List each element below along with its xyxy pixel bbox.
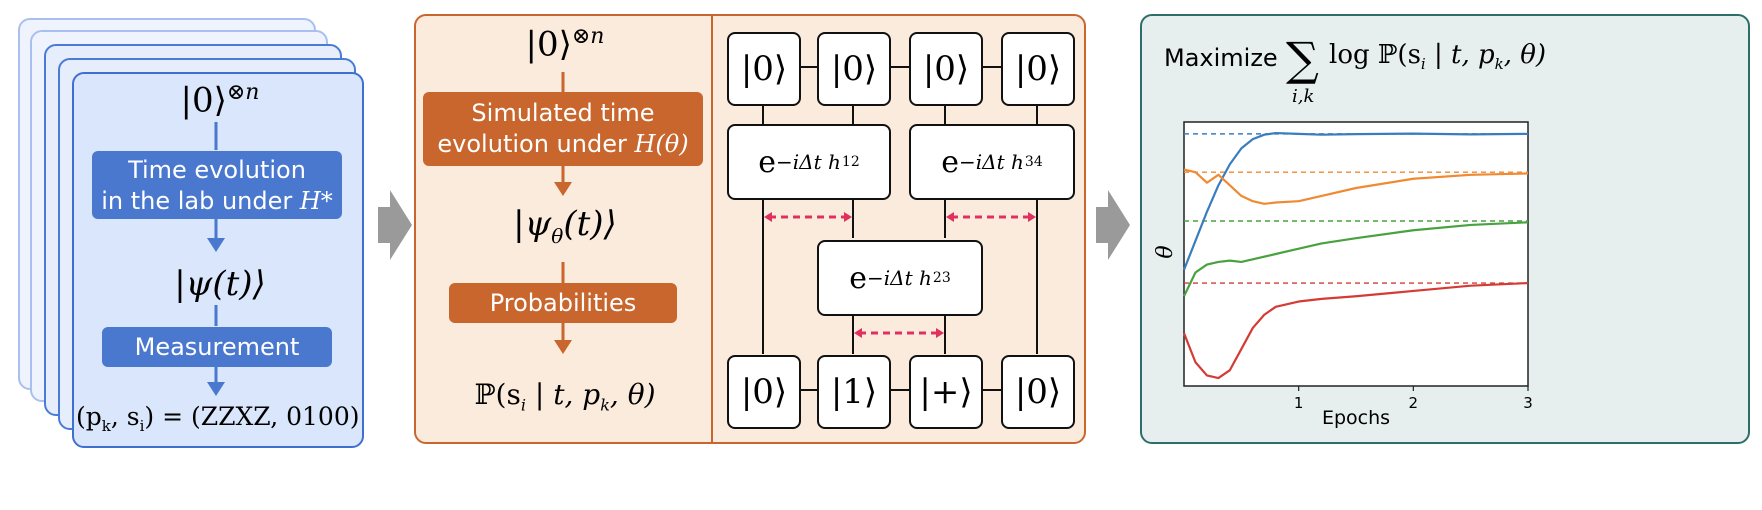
lab-arrows xyxy=(207,122,225,396)
x-axis-label: Epochs xyxy=(1322,407,1390,429)
y-axis-label: θ xyxy=(1153,245,1178,258)
simulation-divider xyxy=(711,16,713,442)
series-line-4 xyxy=(1182,281,1529,380)
unitary-gate-23: e −iΔt h 23 xyxy=(817,240,983,316)
bottom-ket-2: |1⟩ xyxy=(817,355,891,429)
lab-evolved-state: |ψ(t)⟩ xyxy=(174,264,266,304)
x-tick-label-1: 1 xyxy=(1294,394,1304,412)
coupling-links xyxy=(769,215,1031,335)
flow-arrow-1 xyxy=(378,190,412,260)
sim-probability-expr: ℙ(si | t, pk, θ) xyxy=(474,378,656,415)
bottom-ket-3: |+⟩ xyxy=(909,355,983,429)
sim-evolved-state: |ψθ(t)⟩ xyxy=(513,204,617,248)
top-ket-3: |0⟩ xyxy=(909,32,983,106)
unitary-gate-34: e −iΔt h 34 xyxy=(909,124,1075,200)
bottom-ket-4: |0⟩ xyxy=(1001,355,1075,429)
series-line-3 xyxy=(1183,221,1529,297)
top-ket-1: |0⟩ xyxy=(727,32,801,106)
flow-arrow-2 xyxy=(1096,190,1130,260)
probabilities-box: Probabilities xyxy=(449,283,677,323)
sim-arrows xyxy=(554,72,572,354)
top-ket-2: |0⟩ xyxy=(817,32,891,106)
series-line-1 xyxy=(1182,131,1529,271)
top-ket-4: |0⟩ xyxy=(1001,32,1075,106)
x-tick-label-2: 2 xyxy=(1409,394,1419,412)
objective-maximize: Maximize xyxy=(1164,44,1278,72)
measurement-result: (pk, si) = (ZZXZ, 0100) xyxy=(76,402,360,435)
measurement-box: Measurement xyxy=(102,327,332,367)
sum-symbol: ∑ xyxy=(1286,32,1319,86)
unitary-gate-12: e −iΔt h 12 xyxy=(727,124,891,200)
training-chart: 1 2 3 Epochs θ xyxy=(1153,121,1533,429)
plot-area xyxy=(1183,121,1529,387)
time-evolution-box: Time evolution in the lab under H* xyxy=(92,151,342,219)
series-line-2 xyxy=(1183,168,1529,205)
bottom-ket-1: |0⟩ xyxy=(727,355,801,429)
simulated-evolution-box: Simulated time evolution under H(θ) xyxy=(423,92,703,166)
objective-expression: log ℙ(si | t, pk, θ) xyxy=(1329,40,1547,74)
sum-index: i,k xyxy=(1292,86,1315,107)
x-tick-label-3: 3 xyxy=(1523,394,1533,412)
sim-initial-state: |0⟩⊗n xyxy=(525,24,605,65)
lab-initial-state: |0⟩⊗n xyxy=(180,80,260,121)
